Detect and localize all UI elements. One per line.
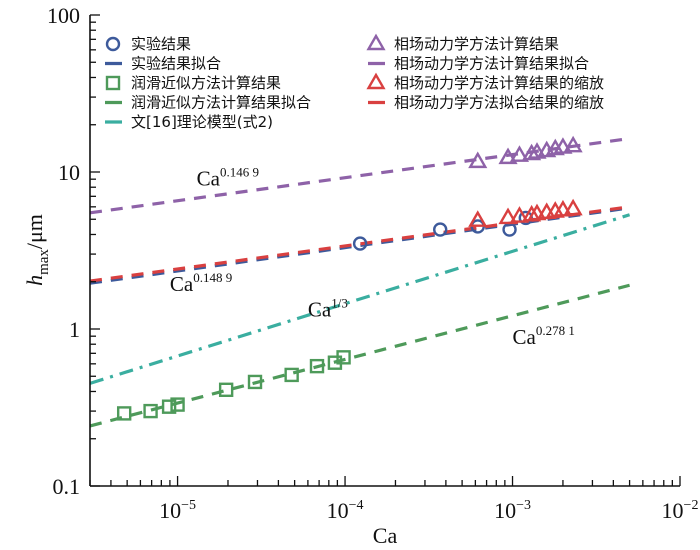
data-point-triangle — [553, 199, 573, 217]
data-point-square — [105, 75, 121, 91]
legend-label: 相场动力学方法计算结果的缩放 — [394, 74, 604, 92]
y-axis-label-main: h — [22, 275, 47, 286]
fit-line — [89, 213, 631, 385]
fit-line — [89, 205, 630, 283]
y-tick-label: 100 — [47, 3, 80, 28]
data-point-triangle — [509, 145, 530, 162]
data-point-triangle — [468, 210, 488, 227]
data-point-triangle — [527, 203, 547, 221]
exponent-annotation: Ca0.146 9 — [197, 165, 259, 191]
legend-label: 润滑近似方法计算结果拟合 — [131, 94, 311, 112]
legend-label: 文[16]理论模型(式2) — [131, 113, 273, 131]
data-point-triangle — [522, 143, 542, 161]
y-axis-label-unit: /μm — [22, 214, 47, 249]
x-tick-base: 10 — [662, 498, 684, 523]
data-point-triangle — [553, 137, 573, 154]
annotation-exponent: 0.148 9 — [193, 270, 232, 285]
annotation-base: Ca — [197, 167, 221, 191]
legend-label: 实验结果 — [131, 35, 191, 53]
data-point-square — [218, 382, 234, 397]
data-point-square — [309, 358, 325, 374]
data-point-circle — [433, 222, 448, 237]
annotation-exponent: 0.278 1 — [536, 323, 575, 338]
legend-label: 相场动力学方法拟合结果的缩放 — [394, 94, 604, 112]
exponent-annotation: Ca1/3 — [308, 296, 348, 322]
axes — [89, 14, 681, 487]
data-markers — [116, 135, 583, 421]
exponent-annotation: Ca0.278 1 — [513, 323, 575, 349]
x-tick-exponent: −3 — [516, 498, 531, 513]
data-point-triangle — [563, 135, 583, 153]
x-tick-base: 10 — [327, 498, 349, 523]
data-point-triangle — [498, 207, 518, 225]
annotation-exponent: 0.146 9 — [220, 165, 259, 180]
legend-label: 相场动力学方法计算结果拟合 — [394, 55, 589, 73]
x-tick-label: 10−2 — [662, 498, 699, 523]
y-tick-label: 0.1 — [53, 474, 81, 499]
data-point-square — [284, 367, 299, 383]
fit-lines — [89, 136, 631, 428]
data-point-circle — [105, 36, 121, 52]
data-point-square — [143, 403, 158, 419]
x-tick-base: 10 — [159, 498, 181, 523]
annotation-base: Ca — [308, 298, 332, 322]
x-tick-label: 10−3 — [494, 498, 531, 523]
data-point-square — [247, 374, 263, 390]
annotation-base: Ca — [170, 272, 194, 296]
data-point-triangle — [468, 151, 488, 169]
annotation-exponent: 1/3 — [331, 296, 348, 311]
fit-line — [89, 283, 630, 428]
fit-line — [89, 136, 630, 215]
y-tick-label: 1 — [69, 317, 80, 342]
y-axis-label: hmax/μm — [22, 214, 52, 286]
data-point-square — [161, 399, 177, 414]
annotation-base: Ca — [513, 325, 537, 349]
x-tick-label: 10−5 — [159, 498, 196, 523]
x-axis-label: Ca — [373, 523, 398, 548]
x-tick-exponent: −5 — [181, 498, 196, 513]
y-axis-label-sub: max — [36, 249, 52, 275]
data-point-triangle — [522, 204, 542, 222]
x-tick-exponent: −4 — [349, 498, 364, 513]
legend-label: 润滑近似方法计算结果 — [131, 74, 281, 92]
data-point-triangle — [509, 206, 530, 223]
y-tick-label: 10 — [58, 160, 80, 185]
data-point-triangle — [498, 147, 518, 165]
legend: 实验结果实验结果拟合润滑近似方法计算结果润滑近似方法计算结果拟合文[16]理论模… — [105, 33, 604, 131]
x-tick-label: 10−4 — [327, 498, 364, 523]
data-point-triangle — [366, 33, 386, 51]
data-point-square — [336, 350, 351, 365]
legend-label: 相场动力学方法计算结果 — [394, 35, 559, 53]
legend-label: 实验结果拟合 — [131, 55, 221, 73]
data-point-square — [116, 406, 132, 421]
x-tick-exponent: −2 — [684, 498, 699, 513]
data-point-triangle — [366, 72, 386, 90]
x-tick-base: 10 — [494, 498, 516, 523]
fit-line — [89, 206, 630, 285]
svg-text:hmax/μm: hmax/μm — [22, 214, 52, 286]
data-point-circle — [352, 236, 368, 251]
exponent-annotation: Ca0.148 9 — [170, 270, 232, 296]
data-point-square — [170, 397, 185, 412]
data-point-triangle — [563, 198, 583, 216]
